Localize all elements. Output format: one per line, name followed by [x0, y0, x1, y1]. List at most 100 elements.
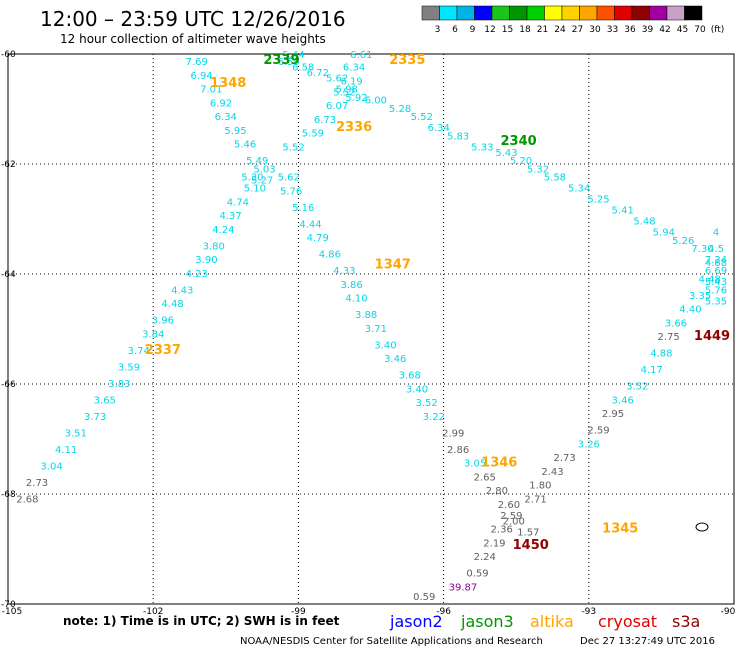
- wave-height-point: 4.88: [705, 258, 727, 269]
- wave-height-point: 5.33: [471, 142, 493, 153]
- pass-time-label: 2335: [389, 53, 425, 68]
- colorbar-swatch: [614, 5, 633, 21]
- wave-height-point: 5.98: [336, 85, 358, 96]
- wave-height-point: 5.32: [527, 164, 549, 175]
- wave-height-point: 5.95: [224, 126, 246, 137]
- colorbar-swatch: [649, 5, 668, 21]
- wave-height-point: 2.60: [498, 500, 520, 511]
- wave-height-point: 3.52: [626, 382, 648, 393]
- colorbar: 3 6 9 12 15 18 21 24 27 30 33 36 39 42 45 70 (ft): [421, 5, 724, 35]
- wave-height-point: 4.33: [333, 266, 355, 277]
- wave-height-point: 5.30: [241, 173, 263, 184]
- wave-height-point: 2.71: [524, 494, 546, 505]
- wave-height-point: 3.83: [108, 379, 130, 390]
- wave-height-point: 6.07: [326, 101, 348, 112]
- plot-frame: [7, 53, 735, 605]
- plot-area: -105 -102 -99 -96 -93 -90 -60-62-64-66-68-70 …: [1, 50, 736, 617]
- colorbar-label: 33: [607, 25, 618, 35]
- pass-time-label: 2337: [145, 343, 181, 358]
- wave-height-point: 4.86: [319, 250, 341, 261]
- wave-height-point: 4.23: [186, 269, 208, 280]
- wave-height-point: 6.19: [341, 76, 363, 87]
- credit-text: NOAA/NESDIS Center for Satellite Applica…: [240, 636, 543, 647]
- wave-height-point: 5.58: [544, 173, 566, 184]
- colorbar-swatch: [596, 5, 615, 21]
- wave-height-point: 2.19: [483, 538, 505, 549]
- chart-subtitle: 12 hour collection of altimeter wave hei…: [60, 32, 326, 46]
- wave-height-point: 4.43: [171, 285, 193, 296]
- pass-time-label: 1346: [481, 456, 517, 471]
- wave-height-point: 5.16: [292, 203, 314, 214]
- wave-height-point: 39.87: [449, 582, 478, 593]
- wave-height-point: 6.92: [210, 98, 232, 109]
- wave-height-point: 5.49: [246, 156, 268, 167]
- y-tick-label: -62: [1, 160, 16, 170]
- wave-height-point: 3.46: [612, 395, 634, 406]
- wave-height-point: 6.34: [215, 112, 237, 123]
- wave-height-point: 3.46: [384, 354, 406, 365]
- wave-height-point: 5.92: [345, 93, 367, 104]
- wave-height-point: 5.46: [234, 140, 256, 151]
- wave-height-point: 4.5: [708, 244, 724, 255]
- wave-height-point: 6.00: [365, 96, 387, 107]
- wave-height-point: 5.62: [326, 74, 348, 85]
- wave-height-point: 3.80: [203, 241, 225, 252]
- timestamp-text: Dec 27 13:27:49 UTC 2016: [580, 636, 715, 647]
- wave-height-point: 4.88: [650, 349, 672, 360]
- wave-height-point: 5.28: [389, 104, 411, 115]
- colorbar-label: 18: [519, 25, 531, 35]
- wave-height-point: 3.05: [464, 459, 486, 470]
- legend-s3a: s3a: [672, 612, 700, 631]
- wave-height-point: 3.84: [142, 329, 164, 340]
- y-tick-label: -64: [1, 270, 16, 280]
- colorbar-label: 15: [502, 25, 513, 35]
- wave-height-point: 4.40: [679, 305, 701, 316]
- pass-time-label: 1449: [694, 329, 730, 344]
- pass-time-label: 1347: [375, 258, 411, 273]
- colorbar-swatch: [509, 5, 528, 21]
- wave-height-point: 4.11: [55, 445, 77, 456]
- wave-height-point: 3.66: [665, 318, 687, 329]
- wave-height-point: 3.88: [355, 310, 377, 321]
- wave-height-point: 0.59: [466, 569, 488, 580]
- satellite-legend: jason2 jason3 altika cryosat s3a: [389, 612, 700, 631]
- colorbar-swatch: [544, 5, 563, 21]
- colorbar-label: 12: [484, 25, 495, 35]
- wave-height-point: 6.34: [428, 123, 450, 134]
- colorbar-label: 30: [589, 25, 601, 35]
- wave-height-point: 5.25: [587, 195, 609, 206]
- wave-height-point: 4.10: [345, 294, 367, 305]
- wave-height-point: 2.00: [503, 516, 525, 527]
- wave-height-point: 7.69: [186, 57, 208, 68]
- pass-time-label: 1450: [513, 538, 549, 553]
- colorbar-swatch: [491, 5, 510, 21]
- wave-height-point: 3.74: [128, 346, 150, 357]
- wave-height-point: 2.65: [474, 472, 496, 483]
- legend-cryosat: cryosat: [598, 612, 657, 631]
- pass-time-label: 1345: [602, 522, 638, 537]
- wave-height-point: 4.24: [212, 225, 234, 236]
- wave-height-point: 2.80: [486, 486, 508, 497]
- wave-height-point: 2.95: [602, 409, 624, 420]
- wave-height-point: 5.76: [705, 285, 727, 296]
- wave-height-point: 4.37: [220, 211, 242, 222]
- wave-height-point: 5.76: [280, 186, 302, 197]
- wave-height-point: 5.43: [495, 148, 517, 159]
- wave-height-point: 3.65: [94, 395, 116, 406]
- wave-height-point: 5.83: [447, 131, 469, 142]
- colorbar-swatch: [579, 5, 598, 21]
- wave-height-point: 5.44: [282, 50, 304, 61]
- wave-height-point: 6.73: [314, 115, 336, 126]
- wave-height-point: 6.34: [343, 63, 365, 74]
- colorbar-swatch: [561, 5, 580, 21]
- legend-altika: altika: [530, 612, 574, 631]
- colorbar-swatch: [684, 5, 703, 21]
- colorbar-label: 9: [470, 25, 476, 35]
- colorbar-label: 39: [642, 25, 654, 35]
- wave-height-point: 5.52: [333, 87, 355, 98]
- wave-height-point: 2.36: [491, 525, 513, 536]
- wave-height-point: 2.86: [447, 445, 469, 456]
- wave-height-point: 3.86: [341, 280, 363, 291]
- wave-height-point: 5.41: [612, 206, 634, 217]
